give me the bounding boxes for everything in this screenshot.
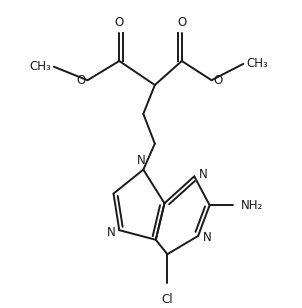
Text: N: N	[199, 168, 208, 181]
Text: Cl: Cl	[162, 293, 173, 306]
Text: CH₃: CH₃	[29, 60, 51, 73]
Text: O: O	[76, 74, 86, 87]
Text: NH₂: NH₂	[240, 199, 263, 212]
Text: N: N	[203, 231, 212, 244]
Text: N: N	[137, 154, 146, 167]
Text: CH₃: CH₃	[246, 57, 268, 70]
Text: N: N	[107, 225, 115, 239]
Text: O: O	[177, 16, 186, 29]
Text: O: O	[115, 16, 124, 29]
Text: O: O	[214, 74, 223, 87]
